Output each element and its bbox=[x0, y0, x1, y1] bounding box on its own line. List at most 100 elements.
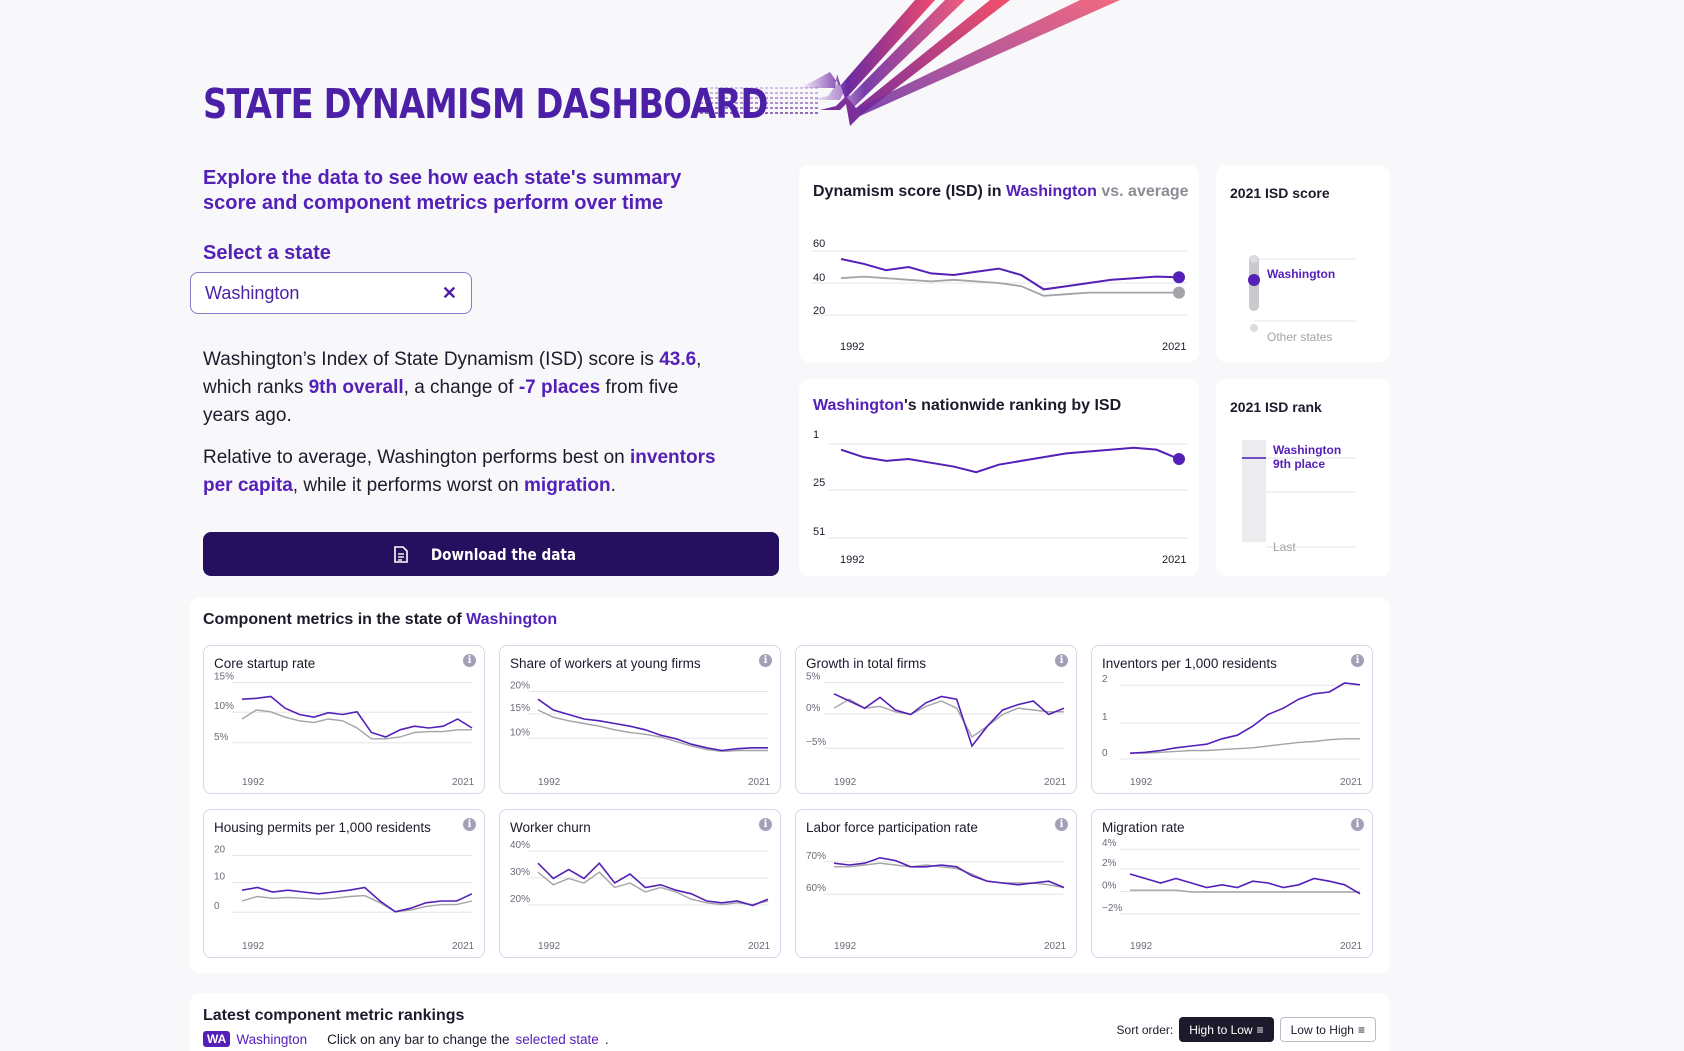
y-tick: 60% bbox=[806, 883, 826, 894]
summary-text: ’s Index of State Dynamism (ISD) score i… bbox=[302, 349, 660, 370]
x-tick-end: 2021 bbox=[748, 941, 771, 952]
y-tick: 60 bbox=[813, 238, 825, 250]
latest-rankings-section: Latest component metric rankings WA Wash… bbox=[190, 993, 1390, 1051]
x-tick-start: 1992 bbox=[834, 941, 857, 952]
summary-rank: 9th overall bbox=[308, 377, 404, 398]
state-series-line bbox=[1129, 873, 1361, 895]
metric-card[interactable]: Share of workers at young firms i 20% 15% 1… bbox=[499, 645, 781, 794]
score-other-label: Other states bbox=[1267, 330, 1332, 344]
isd-score-chart-card: Dynamism score (ISD) in Washington vs. a… bbox=[799, 165, 1199, 362]
x-tick-end: 2021 bbox=[1162, 554, 1186, 566]
info-icon[interactable]: i bbox=[1351, 818, 1364, 831]
sort-low-label: Low to High bbox=[1290, 1022, 1354, 1037]
page-title: STATE DYNAMISM DASHBOARD bbox=[203, 80, 768, 128]
metric-line-chart: 5% 0% −5% 1992 2021 bbox=[806, 672, 1067, 789]
score-state-label: Washington bbox=[1267, 267, 1335, 281]
info-icon[interactable]: i bbox=[759, 818, 772, 831]
isd-chart-title: Dynamism score (ISD) in Washington vs. a… bbox=[813, 183, 1189, 200]
isd-score-card-title: 2021 ISD score bbox=[1230, 185, 1330, 201]
metric-card[interactable]: Labor force participation rate i 70% 60% 19… bbox=[795, 809, 1077, 958]
state-marker bbox=[1248, 274, 1260, 286]
metric-card[interactable]: Migration rate i 4% 2% 0% −2% 1992 2021 bbox=[1091, 809, 1373, 958]
sort-high-label: High to Low bbox=[1189, 1022, 1253, 1037]
average-series-line bbox=[241, 894, 473, 913]
info-icon[interactable]: i bbox=[759, 654, 772, 667]
selected-state-link[interactable]: selected state bbox=[515, 1031, 599, 1047]
average-series-line bbox=[241, 709, 472, 740]
x-tick-start: 1992 bbox=[242, 777, 265, 788]
metric-line-chart: 20 10 0 1992 2021 bbox=[214, 845, 475, 953]
info-icon[interactable]: i bbox=[1055, 818, 1068, 831]
isd-score-strip: Washington Other states bbox=[1248, 255, 1356, 344]
close-icon[interactable]: ✕ bbox=[441, 282, 457, 303]
metric-card[interactable]: Housing permits per 1,000 residents i 20 1… bbox=[203, 809, 485, 958]
x-tick-end: 2021 bbox=[1044, 941, 1067, 952]
x-tick-start: 1992 bbox=[242, 941, 265, 952]
component-metrics-title: Component metrics in the state of Washin… bbox=[203, 611, 558, 628]
info-icon[interactable]: i bbox=[463, 818, 476, 831]
y-tick: 0 bbox=[1102, 748, 1108, 759]
info-icon[interactable]: i bbox=[1055, 654, 1068, 667]
state-select[interactable]: Washington ✕ bbox=[190, 272, 472, 314]
metric-card[interactable]: Core startup rate i 15% 10% 5% 1992 2021 bbox=[203, 645, 485, 794]
y-tick: 1 bbox=[1102, 712, 1108, 723]
metric-title: Housing permits per 1,000 residents bbox=[214, 820, 431, 835]
metric-card[interactable]: Worker churn i 40% 30% 20% 1992 2021 bbox=[499, 809, 781, 958]
metric-title: Migration rate bbox=[1102, 820, 1185, 835]
document-icon bbox=[393, 545, 408, 563]
metric-line-chart: 40% 30% 20% 1992 2021 bbox=[510, 840, 771, 952]
summary-score: 43.6 bbox=[659, 349, 697, 370]
x-tick-end: 2021 bbox=[1340, 941, 1363, 952]
metric-line-chart: 20% 15% 10% 1992 2021 bbox=[510, 681, 771, 789]
y-tick: 10% bbox=[214, 701, 234, 712]
state-series-line bbox=[537, 698, 768, 752]
y-tick: 5% bbox=[214, 732, 229, 743]
y-tick: −5% bbox=[806, 737, 826, 748]
x-tick-end: 2021 bbox=[452, 777, 475, 788]
average-series-line bbox=[537, 871, 769, 906]
summary-state: Washington bbox=[203, 349, 303, 370]
y-tick: 2 bbox=[1102, 674, 1108, 685]
sort-high-to-low-button[interactable]: High to Low ≡ bbox=[1179, 1017, 1274, 1042]
summary-text: from five years ago. bbox=[203, 377, 679, 426]
y-tick: 70% bbox=[806, 851, 826, 862]
relative-text: . bbox=[610, 475, 616, 496]
y-tick: 51 bbox=[813, 526, 825, 538]
summary-change: -7 places bbox=[518, 377, 601, 398]
metric-card[interactable]: Growth in total firms i 5% 0% −5% 1992 2021 bbox=[795, 645, 1077, 794]
rankings-state[interactable]: Washington bbox=[236, 1031, 308, 1047]
info-icon[interactable]: i bbox=[463, 654, 476, 667]
y-tick: 0% bbox=[806, 703, 821, 714]
average-end-point bbox=[1173, 286, 1185, 299]
rank-last-label: Last bbox=[1273, 540, 1296, 554]
rank-state-label: Washington bbox=[1273, 443, 1341, 457]
y-tick: 25 bbox=[813, 477, 825, 489]
isd-rank-card-title: 2021 ISD rank bbox=[1230, 399, 1322, 415]
rankings-hint: . bbox=[604, 1031, 609, 1047]
download-data-button[interactable]: Download the data bbox=[203, 532, 779, 576]
info-icon[interactable]: i bbox=[1351, 654, 1364, 667]
metric-line-chart: 70% 60% 1992 2021 bbox=[806, 851, 1067, 952]
average-series-line bbox=[1130, 889, 1360, 893]
select-state-label: Select a state bbox=[203, 242, 331, 264]
metric-title: Growth in total firms bbox=[806, 656, 927, 671]
y-tick: 0 bbox=[214, 901, 220, 912]
rank-series-line bbox=[840, 446, 1180, 474]
summary-text: , a change of bbox=[403, 377, 519, 398]
y-tick: 20 bbox=[214, 845, 226, 856]
y-tick: 4% bbox=[1102, 838, 1117, 849]
y-tick: 5% bbox=[806, 672, 821, 683]
y-tick: 40% bbox=[510, 840, 530, 851]
sort-label: Sort order: bbox=[1116, 1022, 1174, 1037]
sort-low-to-high-button[interactable]: Low to High ≡ bbox=[1279, 1017, 1376, 1042]
relative-text: Relative to average, Washington performs… bbox=[203, 447, 631, 468]
average-series-line bbox=[1130, 738, 1360, 754]
metric-card[interactable]: Inventors per 1,000 residents i 2 1 0 1992 20… bbox=[1091, 645, 1373, 794]
x-tick-start: 1992 bbox=[1130, 941, 1153, 952]
state-end-point bbox=[1173, 271, 1185, 284]
y-tick: 2% bbox=[1102, 858, 1117, 869]
state-badge: WA bbox=[203, 1031, 231, 1047]
y-tick: 15% bbox=[510, 703, 530, 714]
metric-line-chart: 4% 2% 0% −2% 1992 2021 bbox=[1102, 838, 1363, 952]
x-tick-start: 1992 bbox=[834, 777, 857, 788]
